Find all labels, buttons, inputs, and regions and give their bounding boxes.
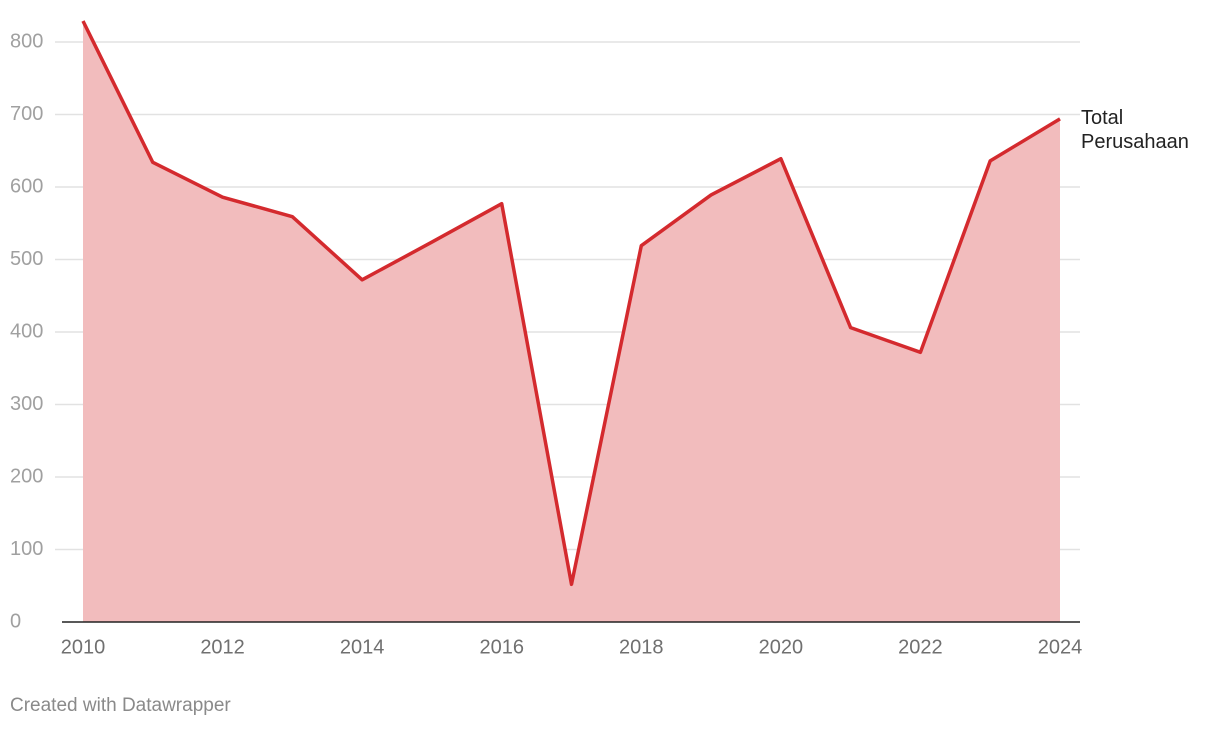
y-tick-label: 500 xyxy=(10,248,43,270)
line xyxy=(81,20,1061,587)
y-tick-label: 0 xyxy=(10,610,21,632)
y-tick-label: 600 xyxy=(10,175,43,197)
x-tick-label: 2010 xyxy=(61,636,106,658)
x-tick-label: 2020 xyxy=(759,636,804,658)
credit: Created with Datawrapper xyxy=(10,695,231,716)
x-tick-label: 2022 xyxy=(898,636,943,658)
y-tick-label: 200 xyxy=(10,465,43,487)
area-fill xyxy=(83,20,1060,623)
y-tick-label: 100 xyxy=(10,538,43,560)
x-tick-label: 2016 xyxy=(479,636,524,658)
x-tick-label: 2018 xyxy=(619,636,664,658)
x-tick-label: 2014 xyxy=(340,636,385,658)
x-tick-label: 2012 xyxy=(200,636,245,658)
series-label: Total Perusahaan xyxy=(1081,107,1189,153)
y-tick-label: 800 xyxy=(10,30,43,52)
x-tick-label: 2024 xyxy=(1038,636,1083,658)
y-tick-label: 300 xyxy=(10,393,43,415)
y-tick-label: 700 xyxy=(10,103,43,125)
y-tick-label: 400 xyxy=(10,320,43,342)
